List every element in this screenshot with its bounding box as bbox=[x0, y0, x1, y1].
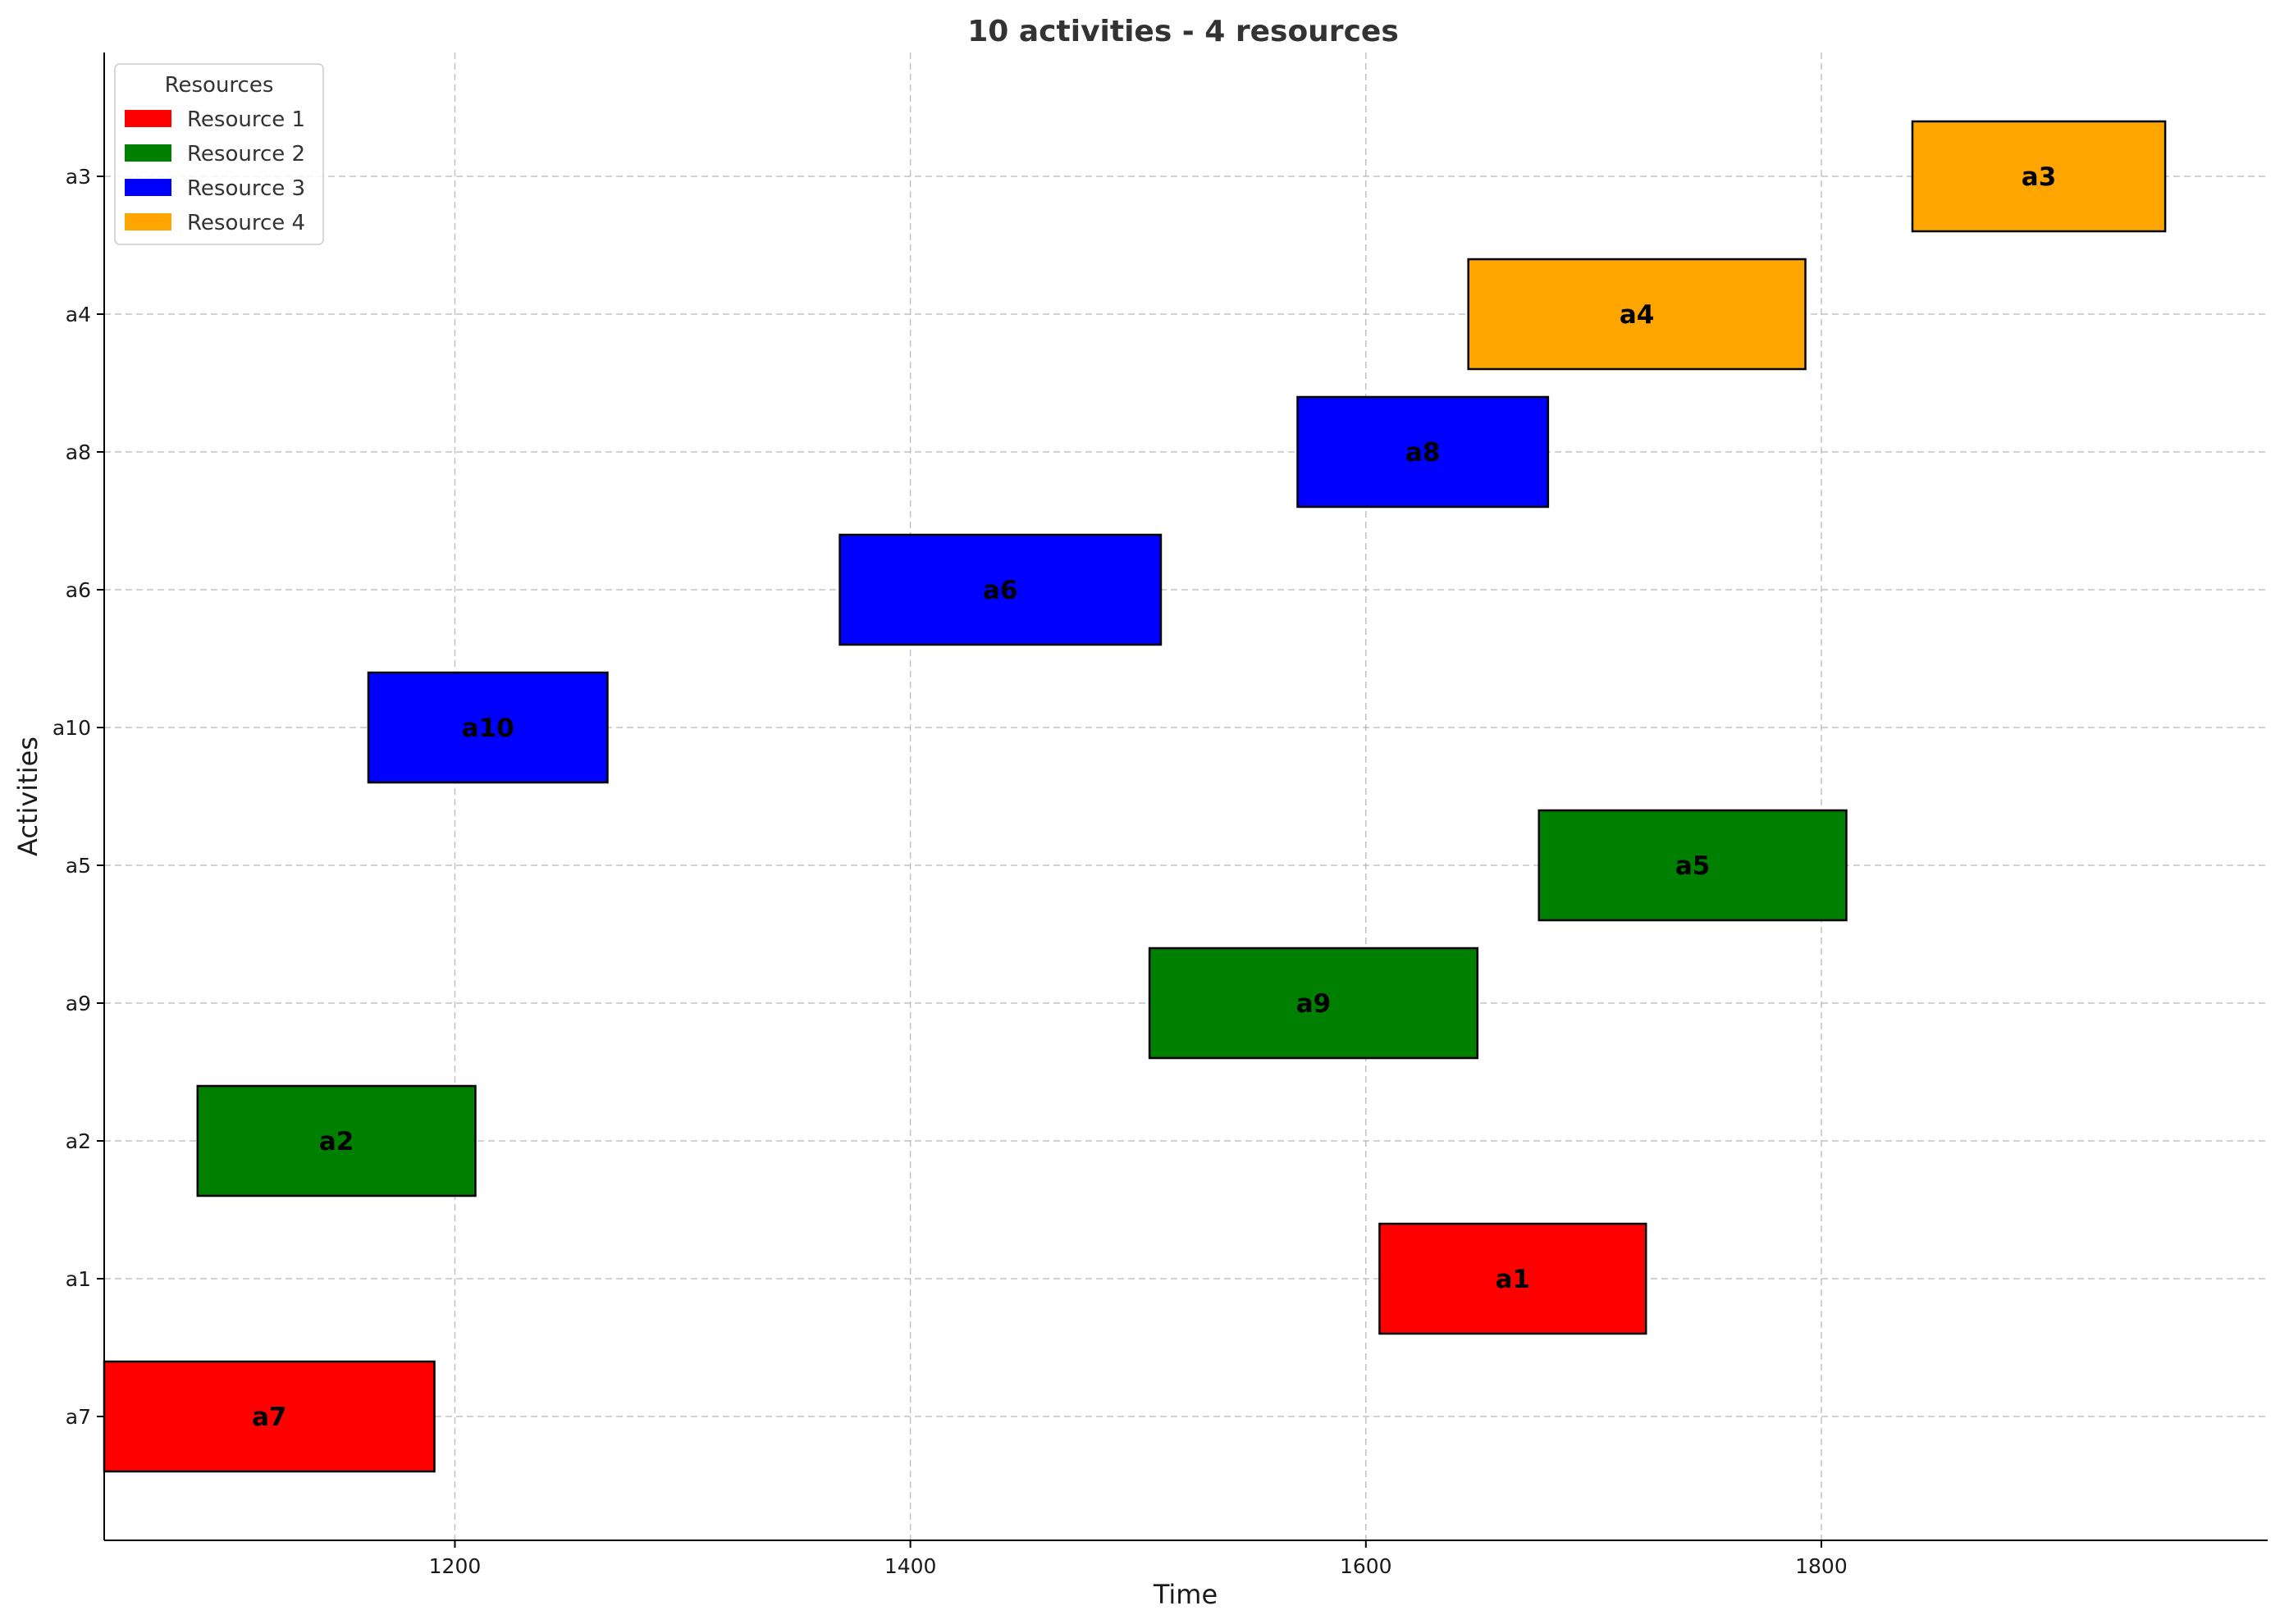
bar-label-a10: a10 bbox=[462, 714, 514, 743]
legend-entry-label: Resource 3 bbox=[187, 176, 305, 201]
legend-frame bbox=[114, 63, 324, 245]
gantt-bar-a3 bbox=[1911, 120, 2167, 233]
bar-label-a9: a9 bbox=[1296, 989, 1332, 1019]
legend-swatch bbox=[125, 110, 171, 127]
bar-label-a8: a8 bbox=[1405, 438, 1441, 468]
y-tick-label: a4 bbox=[66, 303, 91, 326]
y-tick-label: a10 bbox=[53, 716, 91, 740]
bar-label-a7: a7 bbox=[252, 1403, 287, 1432]
legend-entry-label: Resource 4 bbox=[187, 211, 305, 235]
gantt-bar-a4 bbox=[1467, 258, 1807, 371]
gantt-bar-a10 bbox=[367, 671, 609, 784]
bar-label-a6: a6 bbox=[983, 576, 1018, 605]
gantt-bar-a1 bbox=[1378, 1222, 1647, 1335]
x-tick-label: 1200 bbox=[429, 1554, 482, 1578]
gantt-bar-a8 bbox=[1296, 395, 1550, 509]
x-axis-label: Time bbox=[1153, 1579, 1218, 1610]
y-tick-label: a5 bbox=[66, 854, 91, 878]
legend: Resources Resource 1 Resource 2 Resource 3… bbox=[114, 63, 324, 245]
y-tick-label: a1 bbox=[66, 1267, 91, 1291]
bar-label-a3: a3 bbox=[2022, 162, 2057, 192]
y-tick-label: a8 bbox=[66, 440, 91, 464]
y-tick-label: a6 bbox=[66, 578, 91, 602]
legend-swatch bbox=[125, 144, 171, 162]
bar-label-a5: a5 bbox=[1675, 851, 1711, 881]
y-tick-label: a3 bbox=[66, 165, 91, 189]
x-tick-label: 1600 bbox=[1340, 1554, 1392, 1578]
gantt-bar-a2 bbox=[196, 1084, 477, 1197]
bar-label-a2: a2 bbox=[319, 1127, 354, 1156]
bar-label-a4: a4 bbox=[1620, 300, 1655, 330]
legend-title: Resources bbox=[165, 73, 274, 98]
y-tick-label: a9 bbox=[66, 992, 91, 1015]
gantt-bar-a7 bbox=[103, 1360, 436, 1473]
ticks: 1200 1400 1600 1800 a7 a1 a2 a9 a5 a10 a6 a8 a4 a3 bbox=[53, 165, 1848, 1578]
legend-entry-label: Resource 1 bbox=[187, 107, 305, 132]
bar-labels: a7 a1 a2 a9 a5 a10 a6 a8 a4 a3 bbox=[252, 162, 2056, 1432]
y-tick-label: a7 bbox=[66, 1405, 91, 1429]
gantt-bar-a9 bbox=[1148, 947, 1479, 1060]
legend-entry-label: Resource 2 bbox=[187, 142, 305, 167]
gantt-bar-a5 bbox=[1538, 809, 1848, 922]
legend-swatch bbox=[125, 179, 171, 196]
bar-label-a1: a1 bbox=[1496, 1265, 1531, 1294]
bars bbox=[103, 120, 2167, 1473]
grid-lines bbox=[104, 52, 2268, 1540]
chart-title: 10 activities - 4 resources bbox=[967, 15, 1399, 48]
legend-swatch bbox=[125, 213, 171, 230]
y-axis-label: Activities bbox=[12, 737, 43, 856]
gantt-bar-a6 bbox=[838, 533, 1163, 646]
x-tick-label: 1800 bbox=[1795, 1554, 1848, 1578]
legend-entries: Resource 1 Resource 2 Resource 3 Resource 4 bbox=[125, 107, 305, 235]
x-tick-label: 1400 bbox=[884, 1554, 937, 1578]
y-tick-label: a2 bbox=[66, 1129, 91, 1153]
